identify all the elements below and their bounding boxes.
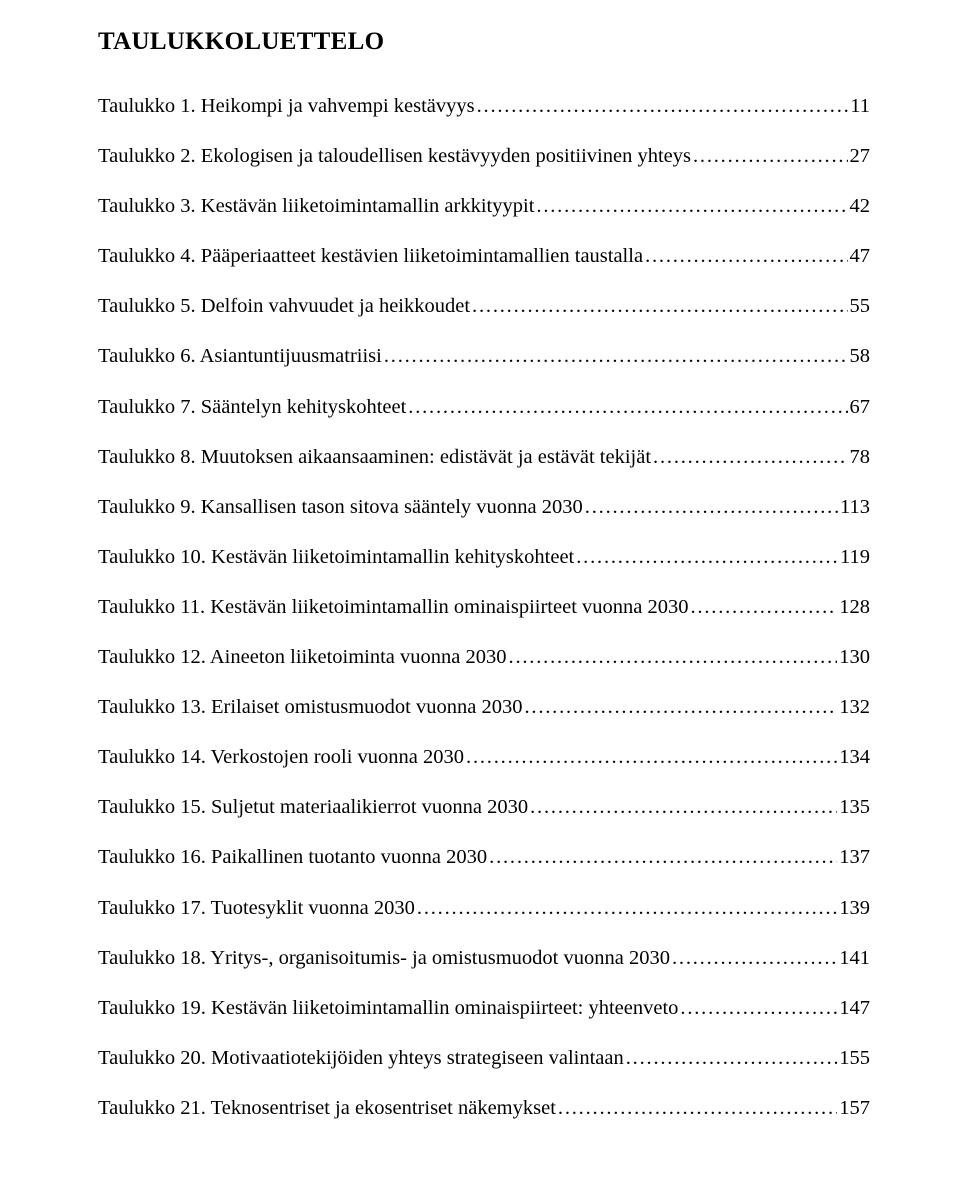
toc-leader-dots (576, 545, 838, 570)
toc-entry-label: Taulukko 10. Kestävän liiketoimintamalli… (98, 545, 574, 570)
toc-entry-label: Taulukko 2. Ekologisen ja taloudellisen … (98, 144, 691, 169)
toc-entry-label: Taulukko 19. Kestävän liiketoimintamalli… (98, 996, 678, 1021)
toc-entry-label: Taulukko 7. Sääntelyn kehityskohteet (98, 395, 406, 420)
table-of-contents: Taulukko 1. Heikompi ja vahvempi kestävy… (98, 94, 870, 1120)
toc-entry-page: 11 (850, 94, 870, 119)
toc-entry: Taulukko 18. Yritys-, organisoitumis- ja… (98, 946, 870, 971)
toc-leader-dots (680, 996, 837, 1021)
toc-entry-label: Taulukko 18. Yritys-, organisoitumis- ja… (98, 946, 670, 971)
toc-leader-dots (691, 595, 838, 620)
toc-entry-label: Taulukko 4. Pääperiaatteet kestävien lii… (98, 244, 643, 269)
toc-leader-dots (536, 194, 847, 219)
toc-leader-dots (509, 645, 838, 670)
toc-entry-page: 147 (839, 996, 870, 1021)
toc-entry: Taulukko 2. Ekologisen ja taloudellisen … (98, 144, 870, 169)
toc-leader-dots (626, 1046, 838, 1071)
toc-entry-page: 67 (850, 395, 871, 420)
toc-entry: Taulukko 13. Erilaiset omistusmuodot vuo… (98, 695, 870, 720)
toc-leader-dots (489, 845, 837, 870)
toc-entry-label: Taulukko 15. Suljetut materiaalikierrot … (98, 795, 528, 820)
toc-entry-page: 130 (839, 645, 870, 670)
toc-entry-label: Taulukko 14. Verkostojen rooli vuonna 20… (98, 745, 464, 770)
toc-entry: Taulukko 3. Kestävän liiketoimintamallin… (98, 194, 870, 219)
toc-entry: Taulukko 5. Delfoin vahvuudet ja heikkou… (98, 294, 870, 319)
toc-entry: Taulukko 19. Kestävän liiketoimintamalli… (98, 996, 870, 1021)
toc-entry: Taulukko 21. Teknosentriset ja ekosentri… (98, 1096, 870, 1121)
toc-entry-label: Taulukko 20. Motivaatiotekijöiden yhteys… (98, 1046, 624, 1071)
toc-entry-page: 55 (850, 294, 871, 319)
toc-leader-dots (417, 896, 837, 921)
toc-entry-label: Taulukko 13. Erilaiset omistusmuodot vuo… (98, 695, 522, 720)
toc-leader-dots (408, 395, 847, 420)
toc-entry-label: Taulukko 11. Kestävän liiketoimintamalli… (98, 595, 689, 620)
toc-entry-page: 135 (839, 795, 870, 820)
toc-leader-dots (558, 1096, 837, 1121)
toc-entry-label: Taulukko 16. Paikallinen tuotanto vuonna… (98, 845, 487, 870)
toc-entry-page: 119 (840, 545, 870, 570)
toc-leader-dots (384, 344, 848, 369)
toc-entry: Taulukko 8. Muutoksen aikaansaaminen: ed… (98, 445, 870, 470)
toc-entry-label: Taulukko 21. Teknosentriset ja ekosentri… (98, 1096, 556, 1121)
toc-entry-label: Taulukko 3. Kestävän liiketoimintamallin… (98, 194, 534, 219)
toc-entry: Taulukko 20. Motivaatiotekijöiden yhteys… (98, 1046, 870, 1071)
toc-entry: Taulukko 11. Kestävän liiketoimintamalli… (98, 595, 870, 620)
toc-leader-dots (585, 495, 838, 520)
toc-entry: Taulukko 16. Paikallinen tuotanto vuonna… (98, 845, 870, 870)
toc-entry-page: 78 (850, 445, 871, 470)
toc-entry-page: 113 (840, 495, 870, 520)
toc-entry-page: 157 (839, 1096, 870, 1121)
toc-entry-label: Taulukko 1. Heikompi ja vahvempi kestävy… (98, 94, 475, 119)
toc-entry-page: 155 (839, 1046, 870, 1071)
toc-entry-page: 134 (839, 745, 870, 770)
toc-leader-dots (672, 946, 837, 971)
toc-entry-label: Taulukko 8. Muutoksen aikaansaaminen: ed… (98, 445, 651, 470)
page-title: TAULUKKOLUETTELO (98, 28, 870, 56)
toc-entry-page: 47 (850, 244, 871, 269)
toc-leader-dots (653, 445, 847, 470)
toc-leader-dots (693, 144, 848, 169)
toc-entry-page: 58 (850, 344, 871, 369)
toc-entry-page: 128 (839, 595, 870, 620)
toc-entry: Taulukko 17. Tuotesyklit vuonna 2030 139 (98, 896, 870, 921)
toc-entry-page: 132 (839, 695, 870, 720)
toc-entry: Taulukko 1. Heikompi ja vahvempi kestävy… (98, 94, 870, 119)
toc-entry-page: 139 (839, 896, 870, 921)
toc-leader-dots (524, 695, 837, 720)
toc-leader-dots (472, 294, 847, 319)
toc-entry-label: Taulukko 12. Aineeton liiketoiminta vuon… (98, 645, 507, 670)
toc-entry-page: 137 (839, 845, 870, 870)
toc-entry: Taulukko 14. Verkostojen rooli vuonna 20… (98, 745, 870, 770)
toc-entry: Taulukko 10. Kestävän liiketoimintamalli… (98, 545, 870, 570)
toc-leader-dots (477, 94, 849, 119)
toc-entry-label: Taulukko 17. Tuotesyklit vuonna 2030 (98, 896, 415, 921)
toc-entry: Taulukko 4. Pääperiaatteet kestävien lii… (98, 244, 870, 269)
toc-entry: Taulukko 15. Suljetut materiaalikierrot … (98, 795, 870, 820)
toc-entry-page: 27 (850, 144, 871, 169)
toc-entry: Taulukko 7. Sääntelyn kehityskohteet 67 (98, 395, 870, 420)
toc-leader-dots (645, 244, 847, 269)
toc-entry: Taulukko 9. Kansallisen tason sitova sää… (98, 495, 870, 520)
toc-entry-page: 42 (850, 194, 871, 219)
toc-entry: Taulukko 12. Aineeton liiketoiminta vuon… (98, 645, 870, 670)
toc-leader-dots (466, 745, 837, 770)
toc-entry-label: Taulukko 5. Delfoin vahvuudet ja heikkou… (98, 294, 470, 319)
toc-entry: Taulukko 6. Asiantuntijuusmatriisi 58 (98, 344, 870, 369)
toc-entry-label: Taulukko 6. Asiantuntijuusmatriisi (98, 344, 382, 369)
toc-entry-page: 141 (839, 946, 870, 971)
toc-leader-dots (530, 795, 837, 820)
toc-entry-label: Taulukko 9. Kansallisen tason sitova sää… (98, 495, 583, 520)
